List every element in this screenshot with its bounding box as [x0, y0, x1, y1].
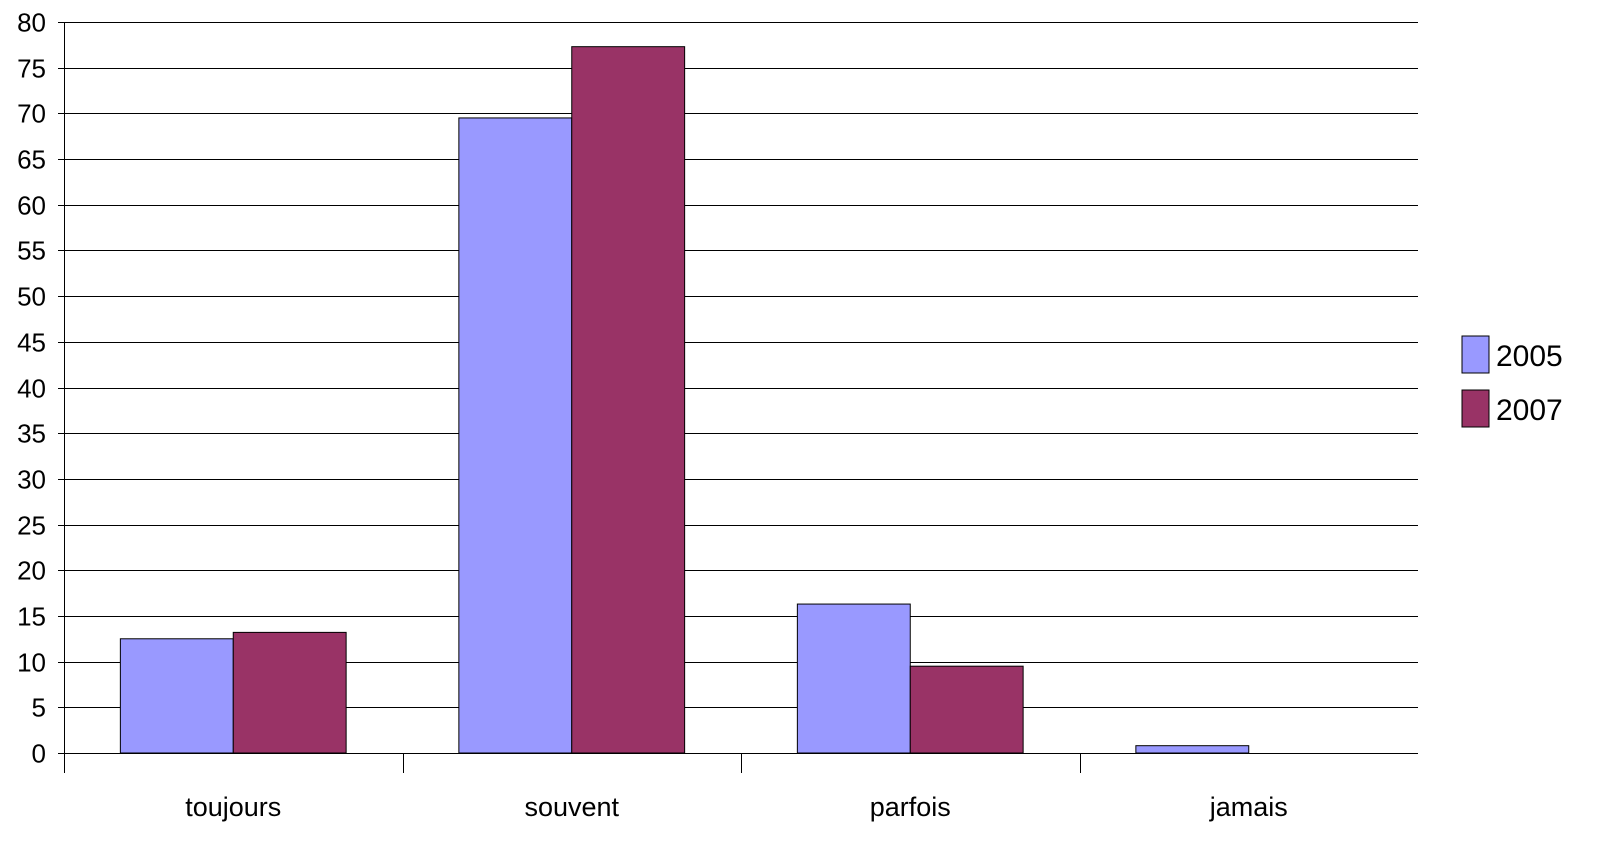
- bar-2005-souvent: [458, 117, 573, 754]
- y-tick-label: 55: [17, 236, 46, 266]
- y-tick-label: 80: [17, 8, 46, 38]
- bar-2005-jamais: [1135, 745, 1250, 754]
- y-tick-label: 35: [17, 419, 46, 449]
- y-tick-label: 15: [17, 602, 46, 632]
- legend-swatch-2007: [1461, 389, 1490, 428]
- y-tick-label: 60: [17, 191, 46, 221]
- x-tick-label: jamais: [1209, 792, 1288, 822]
- y-tick-label: 25: [17, 511, 46, 541]
- y-tick-label: 65: [17, 145, 46, 175]
- legend-swatch-2005: [1461, 335, 1490, 374]
- y-tick-label: 40: [17, 374, 46, 404]
- y-tick-label: 45: [17, 328, 46, 358]
- y-tick-label: 0: [32, 739, 46, 769]
- bars: [119, 46, 1250, 754]
- y-tick-label: 50: [17, 282, 46, 312]
- legend-label: 2007: [1496, 394, 1563, 427]
- y-tick-label: 10: [17, 648, 46, 678]
- bar-2007-parfois: [909, 665, 1024, 754]
- x-axis-ticks: toujours souvent parfois jamais: [185, 753, 1288, 822]
- bar-2007-souvent: [571, 46, 686, 754]
- y-tick-label: 5: [32, 693, 46, 723]
- y-tick-label: 20: [17, 556, 46, 586]
- bar-2005-parfois: [796, 603, 911, 754]
- gridlines: [64, 22, 1418, 754]
- y-tick-label: 75: [17, 54, 46, 84]
- x-tick-label: parfois: [870, 792, 951, 822]
- y-tick-label: 70: [17, 99, 46, 129]
- x-tick-label: toujours: [185, 792, 281, 822]
- y-axis-ticks: 0 5 10 15 20 25 30 35 40 45 50 55 60 65 70 75 80: [17, 8, 64, 769]
- y-tick-label: 30: [17, 465, 46, 495]
- legend: 2005 2007: [1461, 335, 1563, 428]
- bar-2005-toujours: [119, 638, 234, 754]
- bar-2007-toujours: [232, 631, 347, 754]
- legend-label: 2005: [1496, 340, 1563, 373]
- x-tick-label: souvent: [524, 792, 619, 822]
